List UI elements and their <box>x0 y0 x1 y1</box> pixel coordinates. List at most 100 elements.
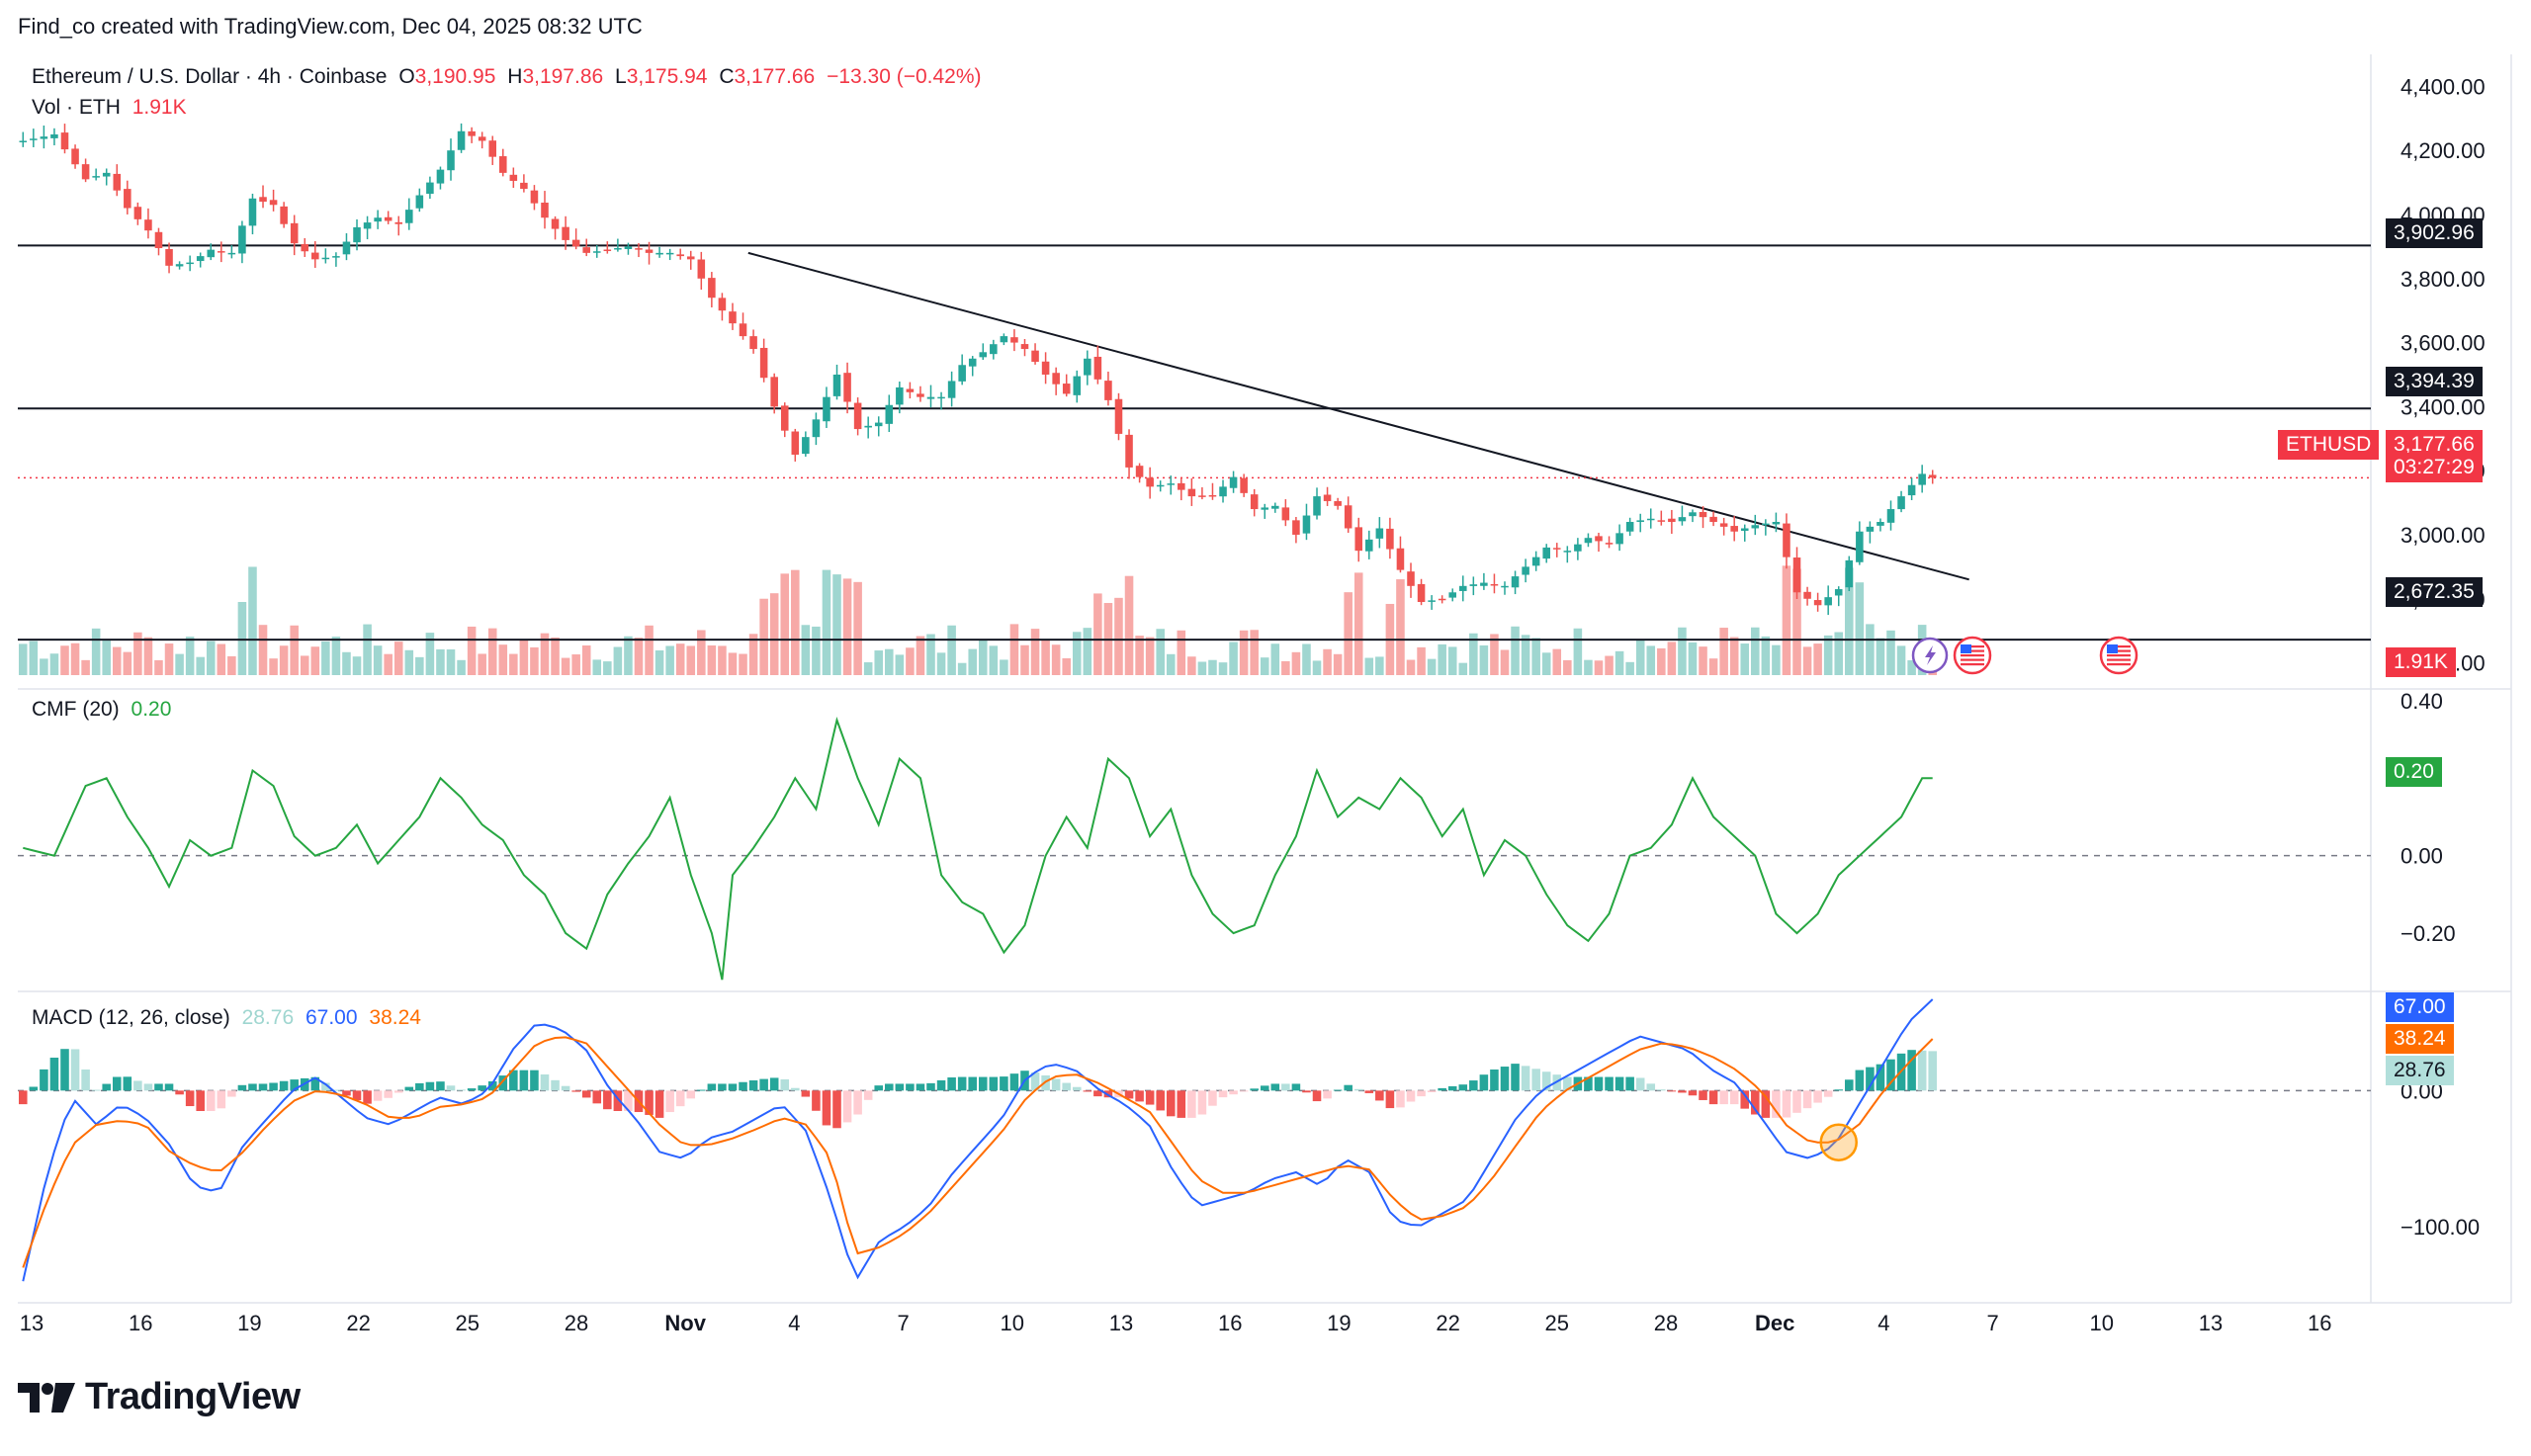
cmf-pane[interactable] <box>18 716 2371 981</box>
volume-bar <box>1427 658 1437 675</box>
macd-tick-label: −100.00 <box>2400 1215 2480 1240</box>
macd-histogram-bar <box>895 1083 905 1091</box>
candle-body <box>874 422 883 427</box>
volume-bar <box>551 637 560 675</box>
macd-histogram-bar <box>1239 1090 1249 1092</box>
macd-histogram-bar <box>487 1080 497 1091</box>
macd-histogram-bar <box>1208 1090 1217 1106</box>
time-tick-label: 16 <box>1218 1311 1242 1335</box>
macd-histogram-bar <box>446 1085 456 1091</box>
candle-body <box>916 393 924 397</box>
flag-stripe <box>2107 645 2131 648</box>
volume-bar <box>487 628 497 675</box>
macd-label[interactable]: MACD (12, 26, close) <box>32 1006 230 1029</box>
macd-line[interactable] <box>22 998 1934 1282</box>
volume-bar <box>1866 624 1875 675</box>
candle-body <box>342 241 351 255</box>
macd-histogram-bar <box>1541 1071 1551 1091</box>
candle-body <box>1866 526 1875 532</box>
volume-bar <box>1855 582 1865 675</box>
volume-bar <box>1375 656 1384 675</box>
volume-bar <box>791 569 800 675</box>
volume-bar <box>895 654 905 675</box>
macd-histogram-bar <box>926 1082 935 1091</box>
volume-bar <box>164 643 174 675</box>
volume-bar <box>1291 651 1301 675</box>
candle-body <box>1625 522 1634 532</box>
macd-histogram-bar <box>331 1089 341 1091</box>
macd-histogram-bar <box>822 1090 831 1126</box>
volume-bar <box>1625 661 1634 675</box>
candle-body <box>1365 539 1373 552</box>
volume-bar <box>384 653 393 675</box>
volume-bar <box>571 654 580 675</box>
flag-stripe <box>2107 658 2131 661</box>
macd-histogram-bar <box>185 1090 195 1107</box>
macd-histogram-bar <box>1615 1076 1624 1091</box>
crossover-highlight-circle[interactable] <box>1819 1123 1858 1161</box>
volume-bar <box>957 662 967 675</box>
macd-histogram-bar <box>1699 1090 1707 1100</box>
candle-body <box>645 249 654 253</box>
volume-bar <box>1699 646 1707 675</box>
candle-body <box>1522 566 1529 575</box>
candle-body <box>1386 528 1394 550</box>
time-tick-label: 19 <box>1327 1311 1351 1335</box>
candle-body <box>1271 505 1279 509</box>
macd-histogram-bar <box>1156 1090 1165 1111</box>
time-tick-label: 13 <box>2199 1311 2223 1335</box>
volume-bar <box>561 657 570 675</box>
tradingview-logo[interactable]: TradingView <box>18 1376 301 1418</box>
macd-histogram-bar <box>1782 1090 1791 1118</box>
macd-histogram-bar <box>40 1069 48 1091</box>
volume-bar <box>1302 643 1311 675</box>
volume-bar <box>739 653 747 675</box>
candle-body <box>958 365 966 382</box>
time-tick-label: 7 <box>897 1311 909 1335</box>
lightning-event-icon[interactable] <box>1911 637 1949 674</box>
candle-body <box>697 259 706 279</box>
macd-pane[interactable] <box>18 998 2371 1282</box>
candle-body <box>374 217 382 222</box>
cmf-label[interactable]: CMF (20) <box>32 698 120 721</box>
price-pane[interactable] <box>18 123 2371 675</box>
us-flag-icon[interactable] <box>1953 636 1992 675</box>
volume-bar <box>1479 644 1489 675</box>
macd-histogram-bar <box>196 1090 205 1111</box>
macd-histogram-bar <box>1333 1089 1343 1091</box>
macd-histogram-bar <box>457 1089 466 1091</box>
macd-histogram-bar <box>1845 1079 1854 1091</box>
signal-value-tag: 38.24 <box>2386 1024 2454 1054</box>
macd-histogram-bar <box>143 1083 153 1091</box>
volume-bar <box>1635 639 1645 675</box>
volume-label[interactable]: Vol · ETH <box>32 96 121 119</box>
candle-body <box>1354 527 1363 552</box>
candle-body <box>1689 512 1697 517</box>
volume-bar <box>123 651 132 675</box>
volume-bar <box>1813 643 1822 675</box>
macd-histogram-bar <box>655 1090 664 1118</box>
candle-body <box>780 405 789 431</box>
volume-bar <box>112 646 122 675</box>
volume-bar <box>1521 635 1530 675</box>
flag-stripe <box>2107 654 2131 657</box>
volume-bar <box>102 640 111 675</box>
volume-bar <box>697 630 706 675</box>
candle-body <box>1907 484 1916 496</box>
volume-bar <box>467 626 477 675</box>
volume-bar <box>1083 628 1092 675</box>
volume-bar <box>1417 646 1426 675</box>
macd-histogram-bar <box>1667 1090 1677 1092</box>
volume-bar <box>634 638 644 675</box>
candle-body <box>1876 522 1884 526</box>
cmf-line[interactable] <box>23 716 1933 981</box>
candle-body <box>363 222 372 229</box>
symbol-title[interactable]: Ethereum / U.S. Dollar · 4h · Coinbase <box>32 65 388 88</box>
candle-body <box>40 136 48 139</box>
volume-bar <box>1145 637 1155 675</box>
signal-line[interactable] <box>22 1036 1934 1268</box>
candle-body <box>1824 597 1832 606</box>
us-flag-icon[interactable] <box>2099 636 2138 675</box>
macd-histogram-bar <box>1511 1064 1520 1091</box>
